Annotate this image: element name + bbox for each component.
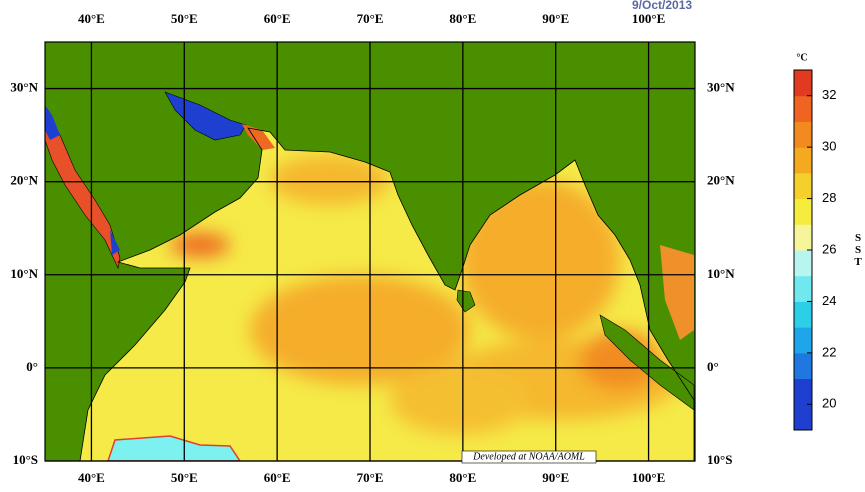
colorbar-segment <box>794 404 812 431</box>
lon-tick-label: 40°E <box>78 470 105 485</box>
colorbar-tick-label: 24 <box>822 293 836 308</box>
lon-tick-label: 70°E <box>357 470 384 485</box>
lon-tick-label: 60°E <box>264 470 291 485</box>
colorbar-segment <box>794 95 812 122</box>
colorbar-label: SST <box>852 232 864 268</box>
colorbar-tick-label: 26 <box>822 241 836 256</box>
persian-gulf <box>164 91 247 141</box>
colorbar-tick-label: 30 <box>822 139 836 154</box>
colorbar-segment <box>794 352 812 380</box>
lon-tick-label: 90°E <box>542 11 569 26</box>
colorbar-segment <box>794 224 812 251</box>
colorbar-segment <box>794 301 812 328</box>
lat-tick-label: 0° <box>26 359 38 374</box>
colorbar-segment <box>794 172 812 200</box>
date: 9/Oct/2013 <box>632 0 692 12</box>
lat-tick-label: 20°N <box>10 173 38 188</box>
lon-tick-label: 100°E <box>632 470 665 485</box>
lon-tick-label: 80°E <box>449 11 476 26</box>
colorbar-segment <box>794 147 812 174</box>
colorbar-segment <box>794 121 812 148</box>
map <box>44 41 696 462</box>
lat-tick-label: 10°S <box>707 452 732 467</box>
lat-tick-label: 10°N <box>10 266 38 281</box>
colorbar-unit: °C <box>796 52 807 63</box>
lon-tick-label: 80°E <box>449 470 476 485</box>
lon-tick-label: 60°E <box>264 11 291 26</box>
gulf <box>660 245 694 340</box>
colorbar-tick-label: 22 <box>822 344 836 359</box>
lat-tick-label: 20°N <box>707 173 735 188</box>
credit-box <box>461 450 597 464</box>
colorbar-tick-label: 28 <box>822 190 836 205</box>
sri-lanka <box>456 289 476 313</box>
lon-tick-label: 50°E <box>171 11 198 26</box>
colorbar-segment <box>794 70 812 97</box>
bab-el-mandeb <box>110 230 120 255</box>
lat-tick-label: 30°N <box>707 80 735 95</box>
lat-tick-label: 10°S <box>13 452 38 467</box>
colorbar-tick-label: 32 <box>822 87 836 102</box>
lon-tick-label: 70°E <box>357 11 384 26</box>
colorbar-segment <box>794 250 812 277</box>
gulf-of-oman <box>242 124 275 150</box>
credit: Developed at NOAA/AOML <box>472 451 585 462</box>
lon-tick-label: 50°E <box>171 470 198 485</box>
colorbar-segment <box>794 378 812 405</box>
lat-tick-label: 10°N <box>707 266 735 281</box>
lon-tick-label: 40°E <box>78 11 105 26</box>
lat-tick-label: 0° <box>707 359 719 374</box>
lat-tick-label: 30°N <box>10 80 38 95</box>
red-sea-north <box>45 105 60 140</box>
red-sea <box>44 108 121 269</box>
lon-tick-label: 90°E <box>542 470 569 485</box>
colorbar-segment <box>794 275 812 302</box>
colorbar-segment <box>794 198 812 225</box>
colorbar-segment <box>794 327 812 354</box>
lon-tick-label: 100°E <box>632 11 665 26</box>
map-frame <box>44 41 696 462</box>
colorbar-tick-label: 20 <box>822 396 836 411</box>
